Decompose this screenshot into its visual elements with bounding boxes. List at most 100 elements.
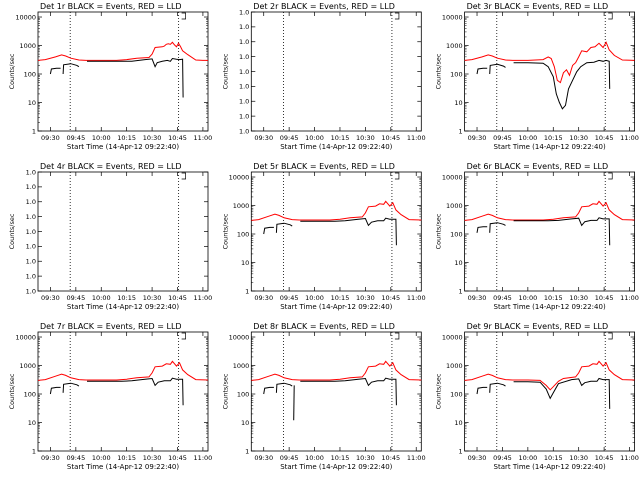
plot-frame — [250, 11, 422, 132]
x-axis-label: Start Time (14-Apr-12 09:22:40) — [280, 303, 392, 311]
x-tick-label: 09:30 — [41, 454, 60, 462]
panel-5: Det 5r BLACK = Events, RED = LLD 09:30 09:… — [221, 162, 425, 311]
x-axis-label: Start Time (14-Apr-12 09:22:40) — [67, 303, 179, 311]
events-series-line — [513, 59, 611, 110]
y-tick-label: 1.0 — [239, 53, 249, 61]
panel-8: Det 8r BLACK = Events, RED = LLD 09:30 09:… — [221, 322, 425, 471]
y-tick-label: 1000 — [19, 42, 36, 50]
y-tick-label: 100 — [450, 230, 462, 238]
x-tick-label: 10:15 — [117, 454, 136, 462]
events-series-line — [489, 222, 506, 233]
lld-series-line — [464, 41, 635, 84]
x-tick-label: 11:00 — [407, 454, 426, 462]
x-axis-label: Start Time (14-Apr-12 09:22:40) — [280, 463, 392, 471]
y-tick-label: 10000 — [442, 333, 463, 341]
y-axis-label: Counts/sec — [221, 373, 229, 409]
events-series-line — [513, 217, 611, 246]
x-tick-label: 10:15 — [117, 294, 136, 302]
y-tick-label: 1.0 — [239, 127, 249, 135]
events-series-line — [87, 377, 184, 406]
x-axis-label: Start Time (14-Apr-12 09:22:40) — [494, 303, 606, 311]
panel-title: Det 9r BLACK = Events, RED = LLD — [467, 322, 609, 331]
y-tick-label: 1 — [458, 447, 462, 455]
x-tick-label: 10:30 — [569, 294, 588, 302]
plot-frame — [250, 331, 422, 452]
y-tick-label: 10 — [241, 419, 249, 427]
y-tick-label: 10 — [28, 99, 36, 107]
x-tick-label: 10:15 — [331, 294, 350, 302]
events-series-line — [62, 382, 80, 393]
y-tick-label: 1000 — [446, 362, 463, 370]
y-tick-label: 1.0 — [26, 258, 36, 266]
x-tick-label: 09:45 — [280, 454, 299, 462]
marker-bracket — [181, 12, 186, 20]
y-axis-label: Counts/sec — [8, 373, 16, 409]
panel-1: Det 1r BLACK = Events, RED = LLD 09:30 09:… — [8, 2, 212, 151]
x-tick-label: 10:45 — [381, 294, 400, 302]
x-tick-label: 11:00 — [194, 294, 213, 302]
y-axis-label: Counts/sec — [8, 213, 16, 249]
x-tick-label: 10:45 — [595, 454, 614, 462]
y-tick-label: 100 — [237, 390, 249, 398]
x-tick-label: 10:00 — [518, 294, 537, 302]
x-tick-label: 11:00 — [620, 294, 639, 302]
y-tick-label: 1 — [245, 447, 249, 455]
x-tick-label: 10:30 — [356, 454, 375, 462]
x-tick-label: 09:30 — [468, 454, 487, 462]
x-tick-label: 10:30 — [143, 134, 162, 142]
x-tick-label: 10:30 — [356, 134, 375, 142]
events-series-line — [62, 63, 80, 75]
plot-frame — [37, 331, 209, 452]
events-series-line — [293, 385, 295, 421]
panel-title: Det 4r BLACK = Events, RED = LLD — [40, 162, 182, 171]
x-tick-label: 10:30 — [143, 294, 162, 302]
y-tick-label: 1.0 — [239, 68, 249, 76]
x-axis-label: Start Time (14-Apr-12 09:22:40) — [280, 143, 392, 151]
events-series-line — [476, 226, 488, 233]
y-tick-label: 1.0 — [239, 23, 249, 31]
y-tick-label: 1000 — [19, 362, 36, 370]
x-tick-label: 10:00 — [305, 134, 324, 142]
y-tick-label: 10000 — [15, 333, 36, 341]
panel-title: Det 3r BLACK = Events, RED = LLD — [467, 2, 609, 11]
x-tick-label: 10:00 — [518, 454, 537, 462]
y-axis-label: Counts/sec — [435, 373, 443, 409]
x-tick-label: 09:45 — [66, 294, 85, 302]
y-tick-label: 10 — [454, 259, 462, 267]
plot-frame — [250, 171, 422, 292]
y-tick-label: 1 — [458, 287, 462, 295]
events-series-line — [300, 217, 397, 246]
y-tick-label: 100 — [450, 390, 462, 398]
y-tick-label: 1000 — [446, 42, 463, 50]
y-axis-label: Counts/sec — [221, 213, 229, 249]
y-tick-label: 1.0 — [26, 183, 36, 191]
y-tick-label: 1.0 — [26, 198, 36, 206]
y-tick-label: 1 — [245, 287, 249, 295]
y-tick-label: 10000 — [229, 173, 250, 181]
x-tick-label: 09:30 — [254, 134, 273, 142]
x-tick-label: 10:45 — [595, 294, 614, 302]
y-tick-label: 10 — [241, 259, 249, 267]
marker-bracket — [608, 332, 613, 340]
x-tick-label: 10:15 — [117, 134, 136, 142]
panel-title: Det 5r BLACK = Events, RED = LLD — [253, 162, 395, 171]
y-tick-label: 10 — [454, 419, 462, 427]
x-tick-label: 09:45 — [66, 454, 85, 462]
y-tick-label: 1.0 — [239, 38, 249, 46]
y-tick-label: 10000 — [442, 13, 463, 21]
plot-frame — [464, 171, 636, 292]
x-tick-label: 10:15 — [331, 134, 350, 142]
y-tick-label: 10 — [28, 419, 36, 427]
x-tick-label: 09:45 — [66, 134, 85, 142]
y-tick-label: 1.0 — [239, 98, 249, 106]
y-tick-label: 1 — [32, 447, 36, 455]
y-tick-label: 1.0 — [26, 287, 36, 295]
y-tick-label: 1.0 — [26, 243, 36, 251]
lld-series-line — [37, 41, 208, 61]
x-tick-label: 10:45 — [168, 294, 187, 302]
x-tick-label: 10:00 — [92, 294, 111, 302]
panel-4: Det 4r BLACK = Events, RED = LLD 09:30 09:… — [8, 162, 212, 311]
events-series-line — [275, 222, 293, 233]
y-tick-label: 1.0 — [239, 8, 249, 16]
y-tick-label: 10 — [454, 99, 462, 107]
